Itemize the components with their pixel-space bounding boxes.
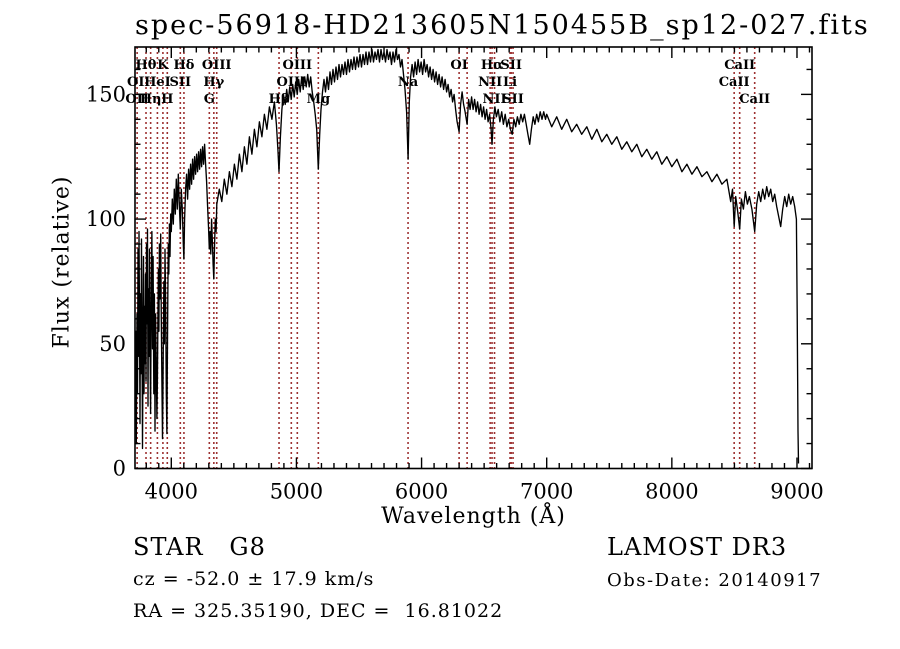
spectral-line-label: SII <box>500 58 522 73</box>
spectral-line-label: CaII <box>724 58 755 73</box>
spectral-line-label: G <box>204 92 215 107</box>
spectral-line-label: NII <box>482 92 506 107</box>
x-axis-label: Wavelength (Å) <box>381 504 566 529</box>
spectral-line-label: Hα <box>481 58 503 73</box>
y-tick-label: 100 <box>86 207 126 231</box>
spectral-line-label: Hβ <box>269 92 290 107</box>
x-tick-label: 4000 <box>145 480 198 504</box>
spectral-line-label: OI <box>127 75 144 90</box>
spectral-line-label: OIII <box>202 58 232 73</box>
spectral-line-label: Hγ <box>203 75 224 90</box>
spectral-line-label: Hθ <box>136 58 157 73</box>
spectral-line-label: Hη <box>140 92 162 107</box>
spectral-line-label: NII <box>478 75 502 90</box>
spectral-line-label: Li <box>503 75 517 90</box>
spectral-line-label: CaII <box>739 92 770 107</box>
obs-date-label: Obs-Date: 20140917 <box>607 570 823 591</box>
spectrum-trace <box>134 48 800 464</box>
x-tick-label: 9000 <box>770 480 823 504</box>
spectral-line-label: OII <box>125 92 149 107</box>
plot-frame <box>134 46 813 470</box>
y-tick-label: 0 <box>113 457 126 481</box>
spectral-line-label: OIII <box>283 58 313 73</box>
spectral-line-label: Hδ <box>173 58 194 73</box>
spectral-line-label: CaII <box>719 75 750 90</box>
ra-dec-label: RA = 325.35190, DEC = 16.81022 <box>133 600 504 622</box>
spectral-line-label: OIII <box>277 75 307 90</box>
x-tick-label: 7000 <box>520 480 573 504</box>
spectral-line-label: Na <box>398 75 419 90</box>
spectral-line-label: SII <box>170 75 192 90</box>
spectral-line-label: SII <box>502 92 524 107</box>
y-tick-label: 150 <box>86 82 126 106</box>
spectral-line-label: HeI <box>144 75 171 90</box>
y-tick-label: 50 <box>99 332 126 356</box>
spectral-line-label: K <box>157 58 169 73</box>
object-class-label: STAR G8 <box>133 533 266 561</box>
plot-title: spec-56918-HD213605N150455B_sp12-027.fit… <box>135 10 870 41</box>
survey-release-label: LAMOST DR3 <box>607 533 788 561</box>
spectral-line-label: H <box>161 92 173 107</box>
spectral-line-label: Mg <box>307 92 330 107</box>
x-tick-label: 8000 <box>645 480 698 504</box>
spectral-line-label: OI <box>450 58 467 73</box>
x-tick-label: 5000 <box>270 480 323 504</box>
radial-velocity-label: cz = -52.0 ± 17.9 km/s <box>133 568 375 590</box>
x-tick-label: 6000 <box>395 480 448 504</box>
